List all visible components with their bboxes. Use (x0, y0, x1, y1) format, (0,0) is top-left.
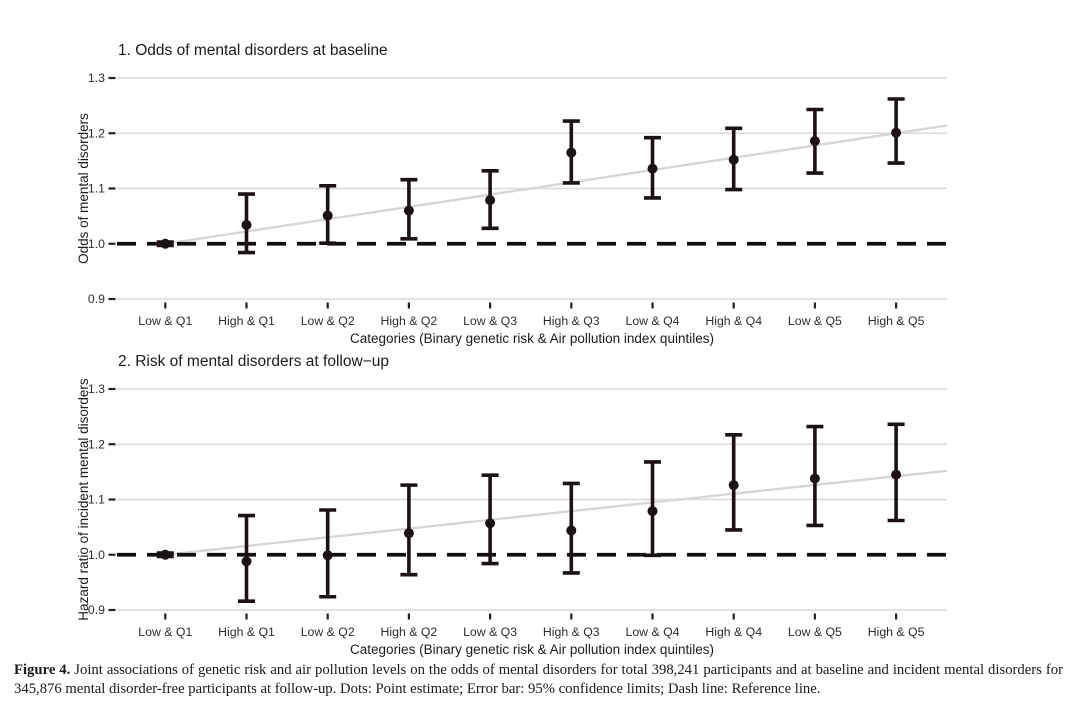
x-tick-label: Low & Q1 (138, 314, 192, 328)
point-estimate-dot (809, 135, 820, 146)
point-estimate-dot (485, 518, 496, 529)
y-tick-label: 1.2 (88, 126, 105, 140)
caption-text: Joint associations of genetic risk and a… (14, 662, 1063, 697)
point-estimate-dot (241, 556, 252, 567)
point-estimate-dot (728, 480, 739, 491)
panel-odds-baseline: 1. Odds of mental disorders at baseline … (76, 42, 948, 346)
y-tick-label: 0.9 (88, 603, 105, 617)
panel-1-y-axis-label: Odds of mental disorders (76, 113, 91, 264)
x-tick-label: High & Q5 (868, 314, 925, 328)
y-tick-label: 1.1 (88, 493, 105, 507)
x-tick-label: High & Q1 (218, 625, 275, 639)
panel-risk-followup: 2. Risk of mental disorders at follow−up… (76, 353, 948, 657)
x-tick-label: Low & Q5 (788, 625, 842, 639)
y-tick-label: 1.2 (88, 437, 105, 451)
point-estimate-dot (566, 147, 577, 158)
x-tick-label: Low & Q2 (301, 314, 355, 328)
panel-1-plot-area: 1.3 1.2 1.1 1.0 0.9 Low & Q1 High & Q1 Low & Q2… (88, 71, 948, 328)
point-estimate-dot (241, 219, 252, 230)
y-tick-label: 1.0 (88, 237, 105, 251)
y-tick-label: 1.3 (88, 382, 105, 396)
x-tick-label: High & Q2 (381, 625, 438, 639)
point-estimate-dot (566, 525, 577, 536)
point-estimate-dot (485, 195, 496, 206)
point-estimate-dot (403, 205, 414, 216)
x-tick-label: High & Q3 (543, 625, 600, 639)
caption-label: Figure 4. (14, 662, 71, 678)
figure-canvas: 1. Odds of mental disorders at baseline … (76, 42, 948, 657)
x-tick-label: High & Q4 (705, 625, 762, 639)
x-tick-label: Low & Q4 (626, 314, 680, 328)
panel-2-plot-area: 1.3 1.2 1.1 1.0 0.9 Low & Q1 High & Q1 Low & Q2… (88, 382, 948, 639)
y-tick-label: 1.0 (88, 548, 105, 562)
y-tick-label: 0.9 (88, 292, 105, 306)
y-tick-label: 1.3 (88, 71, 105, 85)
figure-caption: Figure 4. Joint associations of genetic … (14, 661, 1063, 699)
point-estimate-dot (647, 506, 658, 517)
point-estimate-dot (403, 528, 414, 539)
x-tick-label: Low & Q2 (301, 625, 355, 639)
panel-2-title: 2. Risk of mental disorders at follow−up (118, 353, 389, 370)
x-tick-label: Low & Q4 (626, 625, 680, 639)
panel-1-title: 1. Odds of mental disorders at baseline (118, 42, 388, 59)
point-estimate-dot (891, 469, 902, 480)
panel-2-x-axis-label: Categories (Binary genetic risk & Air po… (350, 642, 714, 657)
point-estimate-dot (647, 163, 658, 174)
x-tick-label: High & Q2 (381, 314, 438, 328)
panel-1-x-axis-label: Categories (Binary genetic risk & Air po… (350, 331, 714, 346)
x-tick-label: High & Q4 (705, 314, 762, 328)
point-estimate-dot (322, 550, 333, 561)
trend-line (165, 124, 948, 245)
x-tick-label: Low & Q5 (788, 314, 842, 328)
x-tick-label: High & Q1 (218, 314, 275, 328)
point-estimate-dot (322, 210, 333, 221)
point-estimate-dot (160, 238, 171, 249)
x-tick-label: High & Q5 (868, 625, 925, 639)
point-estimate-dot (728, 154, 739, 165)
trend-line (165, 469, 948, 556)
point-estimate-dot (809, 473, 820, 484)
point-estimate-dot (891, 127, 902, 138)
point-estimate-dot (160, 549, 171, 560)
x-tick-label: High & Q3 (543, 314, 600, 328)
panel-2-y-axis-label: Hazard ratio of incident mental disorder… (76, 378, 91, 621)
x-tick-label: Low & Q1 (138, 625, 192, 639)
x-tick-label: Low & Q3 (463, 314, 517, 328)
x-tick-label: Low & Q3 (463, 625, 517, 639)
y-tick-label: 1.1 (88, 182, 105, 196)
